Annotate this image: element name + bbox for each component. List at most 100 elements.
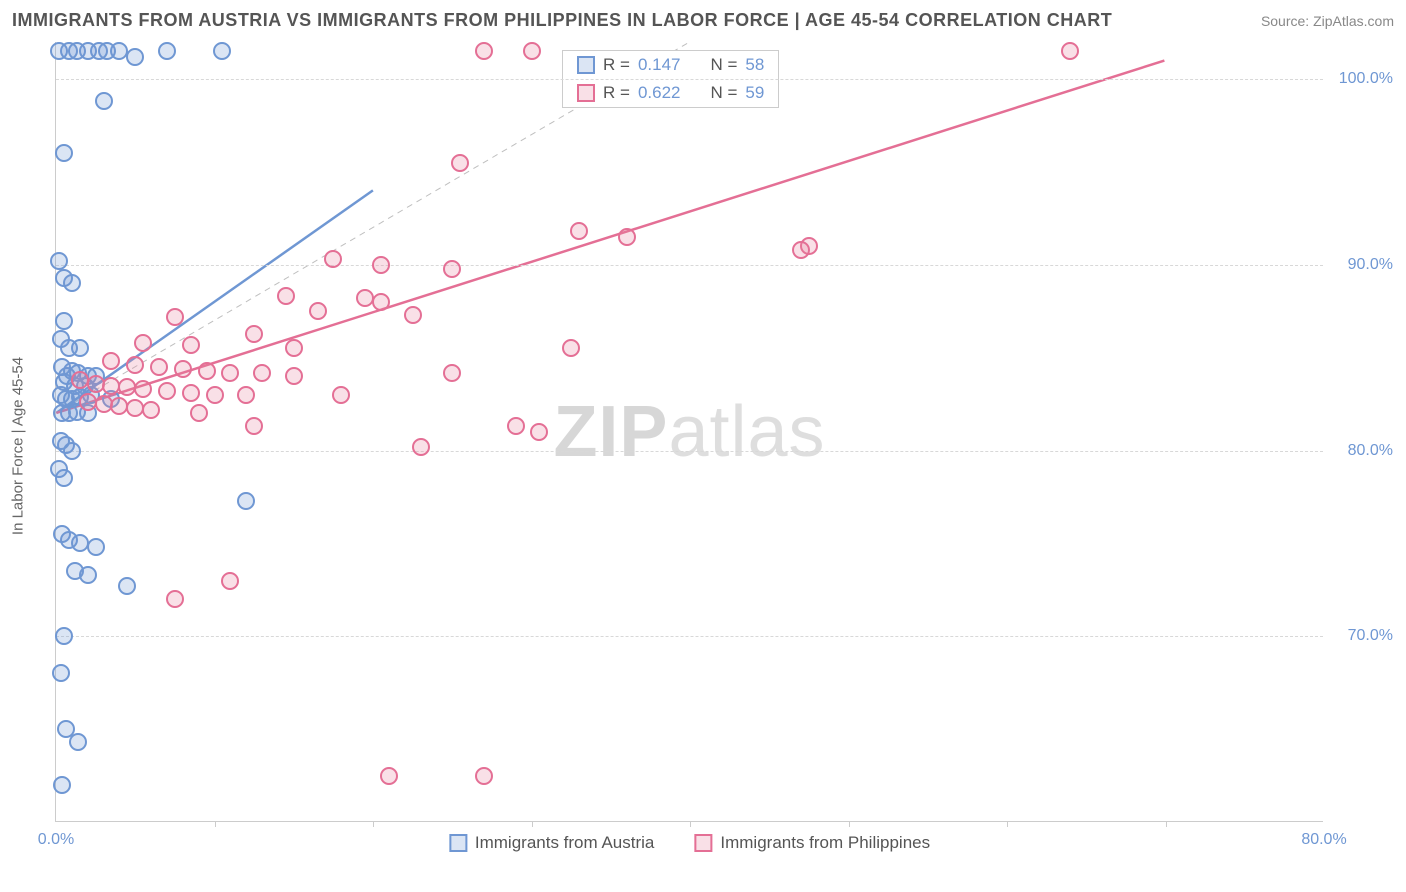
scatter-point [63, 442, 81, 460]
scatter-point [237, 492, 255, 510]
legend-row: R =0.622N =59 [563, 79, 778, 107]
legend-swatch [577, 84, 595, 102]
y-tick-label: 80.0% [1333, 442, 1393, 460]
scatter-point [166, 590, 184, 608]
y-tick-label: 100.0% [1333, 70, 1393, 88]
scatter-point [372, 293, 390, 311]
scatter-point [1061, 42, 1079, 60]
scatter-point [475, 42, 493, 60]
scatter-point [158, 42, 176, 60]
scatter-point [55, 144, 73, 162]
scatter-point [443, 364, 461, 382]
scatter-point [380, 767, 398, 785]
scatter-point [198, 362, 216, 380]
title-bar: IMMIGRANTS FROM AUSTRIA VS IMMIGRANTS FR… [12, 10, 1394, 31]
scatter-point [221, 572, 239, 590]
scatter-point [451, 154, 469, 172]
scatter-point [206, 386, 224, 404]
x-tick [849, 821, 850, 827]
scatter-point [50, 252, 68, 270]
scatter-point [118, 577, 136, 595]
scatter-point [182, 336, 200, 354]
scatter-point [55, 469, 73, 487]
scatter-point [507, 417, 525, 435]
r-label: R = [603, 55, 630, 75]
x-tick [1007, 821, 1008, 827]
legend-swatch [694, 834, 712, 852]
watermark-bold: ZIP [553, 392, 668, 472]
scatter-point [443, 260, 461, 278]
scatter-point [570, 222, 588, 240]
legend-label: Immigrants from Philippines [720, 833, 930, 853]
scatter-point [562, 339, 580, 357]
y-axis-title: In Labor Force | Age 45-54 [10, 357, 27, 535]
scatter-point [134, 334, 152, 352]
legend-item: Immigrants from Austria [449, 833, 655, 853]
x-tick [215, 821, 216, 827]
n-label: N = [710, 83, 737, 103]
scatter-point [158, 382, 176, 400]
gridline-horizontal [56, 265, 1323, 266]
n-label: N = [710, 55, 737, 75]
scatter-point [253, 364, 271, 382]
scatter-point [190, 404, 208, 422]
scatter-point [71, 339, 89, 357]
scatter-plot-area: ZIPatlas R =0.147N =58R =0.622N =59 Immi… [55, 42, 1323, 822]
scatter-point [412, 438, 430, 456]
scatter-point [332, 386, 350, 404]
scatter-point [69, 733, 87, 751]
gridline-horizontal [56, 79, 1323, 80]
scatter-point [404, 306, 422, 324]
scatter-point [174, 360, 192, 378]
scatter-point [475, 767, 493, 785]
scatter-point [166, 308, 184, 326]
scatter-point [126, 48, 144, 66]
scatter-point [182, 384, 200, 402]
scatter-point [530, 423, 548, 441]
legend-label: Immigrants from Austria [475, 833, 655, 853]
legend-swatch [449, 834, 467, 852]
scatter-point [324, 250, 342, 268]
x-tick-label: 0.0% [38, 831, 74, 849]
watermark: ZIPatlas [553, 391, 825, 473]
scatter-point [372, 256, 390, 274]
scatter-point [102, 352, 120, 370]
scatter-point [95, 92, 113, 110]
scatter-point [142, 401, 160, 419]
scatter-point [63, 274, 81, 292]
x-tick [532, 821, 533, 827]
n-value: 58 [745, 55, 764, 75]
scatter-point [79, 566, 97, 584]
r-value: 0.622 [638, 83, 681, 103]
scatter-point [213, 42, 231, 60]
scatter-point [285, 367, 303, 385]
y-tick-label: 90.0% [1333, 256, 1393, 274]
source-label: Source: ZipAtlas.com [1261, 13, 1394, 29]
r-value: 0.147 [638, 55, 681, 75]
scatter-point [134, 380, 152, 398]
scatter-point [55, 627, 73, 645]
scatter-point [150, 358, 168, 376]
scatter-point [53, 776, 71, 794]
chart-title: IMMIGRANTS FROM AUSTRIA VS IMMIGRANTS FR… [12, 10, 1112, 31]
scatter-point [237, 386, 255, 404]
scatter-point [285, 339, 303, 357]
scatter-point [523, 42, 541, 60]
x-tick [1166, 821, 1167, 827]
scatter-point [792, 241, 810, 259]
scatter-point [126, 356, 144, 374]
gridline-horizontal [56, 636, 1323, 637]
gridline-horizontal [56, 451, 1323, 452]
scatter-point [55, 312, 73, 330]
x-tick-label: 80.0% [1301, 831, 1346, 849]
scatter-point [277, 287, 295, 305]
n-value: 59 [745, 83, 764, 103]
scatter-point [245, 325, 263, 343]
legend-row: R = 0.147 N = 58 [563, 51, 778, 79]
scatter-point [52, 664, 70, 682]
series-legend: Immigrants from Austria Immigrants from P… [449, 833, 930, 853]
legend-item: Immigrants from Philippines [694, 833, 930, 853]
scatter-point [245, 417, 263, 435]
x-tick [373, 821, 374, 827]
legend-swatch [577, 56, 595, 74]
